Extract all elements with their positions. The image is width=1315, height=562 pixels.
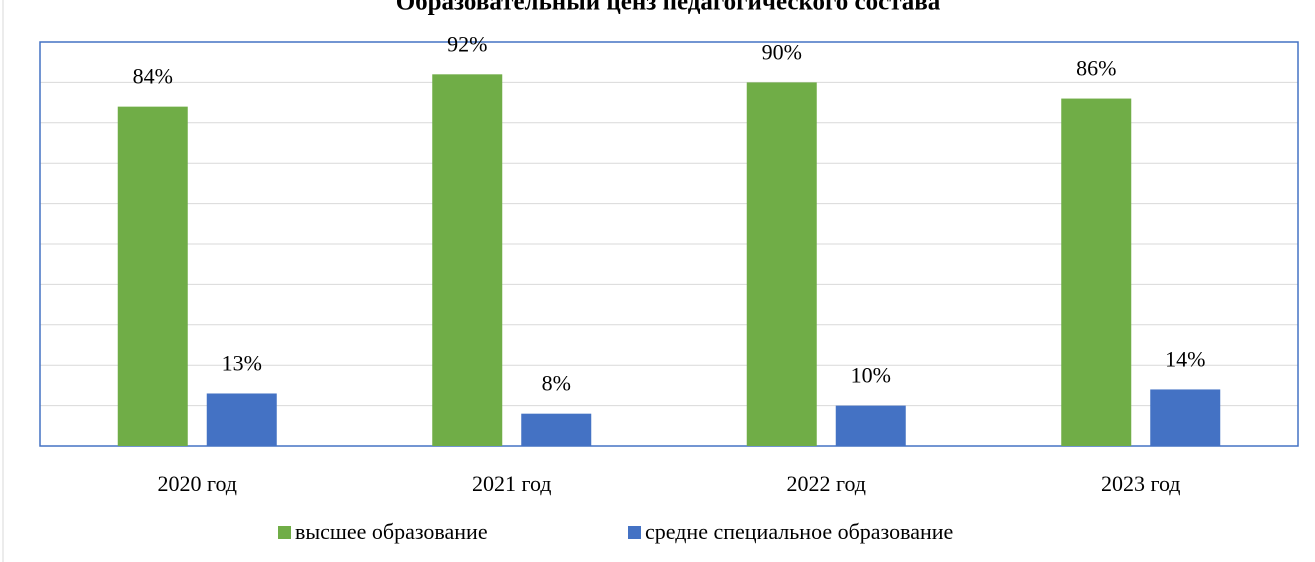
bar: [521, 413, 592, 446]
bar: [1061, 98, 1132, 446]
data-label: 90%: [762, 39, 802, 64]
bar: [1150, 389, 1221, 446]
legend-label: средне специальное образование: [645, 519, 953, 544]
x-tick-label: 2022 год: [786, 471, 866, 496]
data-label: 84%: [133, 64, 173, 89]
legend-swatch: [628, 526, 641, 539]
data-label: 8%: [542, 371, 571, 396]
bar: [746, 82, 817, 447]
legend-label: высшее образование: [295, 519, 488, 544]
legend-swatch: [278, 526, 291, 539]
bar: [117, 106, 188, 446]
bar: [835, 405, 906, 446]
x-tick-label: 2023 год: [1101, 471, 1181, 496]
data-label: 92%: [447, 31, 487, 56]
plot-frame: [39, 41, 1299, 447]
data-label: 10%: [851, 363, 891, 388]
chart-title: Образовательный ценз педагогического сос…: [396, 0, 941, 16]
x-tick-label: 2021 год: [472, 471, 552, 496]
bar: [432, 74, 503, 446]
bar: [206, 393, 277, 446]
data-label: 14%: [1165, 346, 1205, 371]
data-label: 13%: [222, 351, 262, 376]
data-label: 86%: [1076, 56, 1116, 81]
x-tick-label: 2020 год: [157, 471, 237, 496]
